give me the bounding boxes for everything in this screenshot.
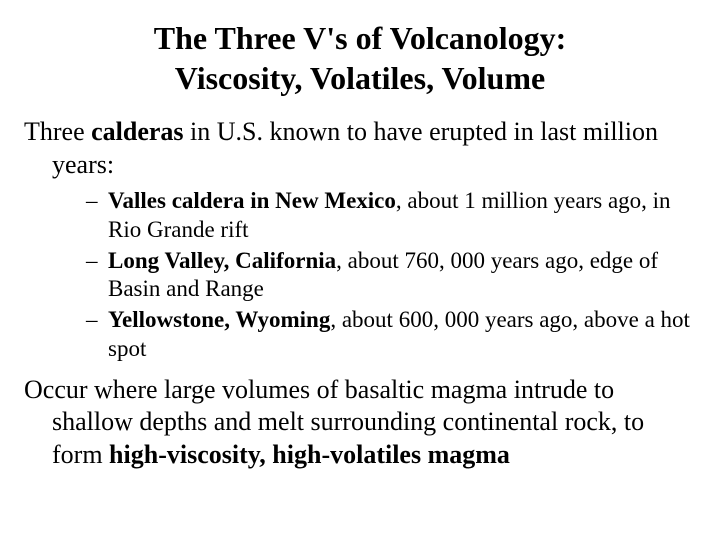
intro-pre: Three — [24, 117, 91, 146]
bullet-bold: Long Valley, California — [108, 248, 336, 273]
bullet-list: Valles caldera in New Mexico, about 1 mi… — [24, 187, 696, 364]
bullet-bold: Valles caldera in New Mexico — [108, 188, 396, 213]
closing-bold: high-viscosity, high-volatiles magma — [109, 440, 510, 469]
bullet-bold: Yellowstone, Wyoming — [108, 307, 330, 332]
list-item: Valles caldera in New Mexico, about 1 mi… — [86, 187, 696, 245]
list-item: Yellowstone, Wyoming, about 600, 000 yea… — [86, 306, 696, 364]
closing-text: Occur where large volumes of basaltic ma… — [24, 374, 696, 472]
intro-paragraph: Three calderas in U.S. known to have eru… — [24, 116, 696, 181]
list-item: Long Valley, California, about 760, 000 … — [86, 247, 696, 305]
slide-root: The Three V's of Volcanology: Viscosity,… — [0, 0, 720, 540]
title-line-1: The Three V's of Volcanology: — [154, 20, 567, 56]
intro-text: Three calderas in U.S. known to have eru… — [24, 116, 696, 181]
slide-title: The Three V's of Volcanology: Viscosity,… — [24, 18, 696, 98]
title-line-2: Viscosity, Volatiles, Volume — [175, 60, 545, 96]
intro-bold: calderas — [91, 117, 183, 146]
closing-paragraph: Occur where large volumes of basaltic ma… — [24, 374, 696, 472]
